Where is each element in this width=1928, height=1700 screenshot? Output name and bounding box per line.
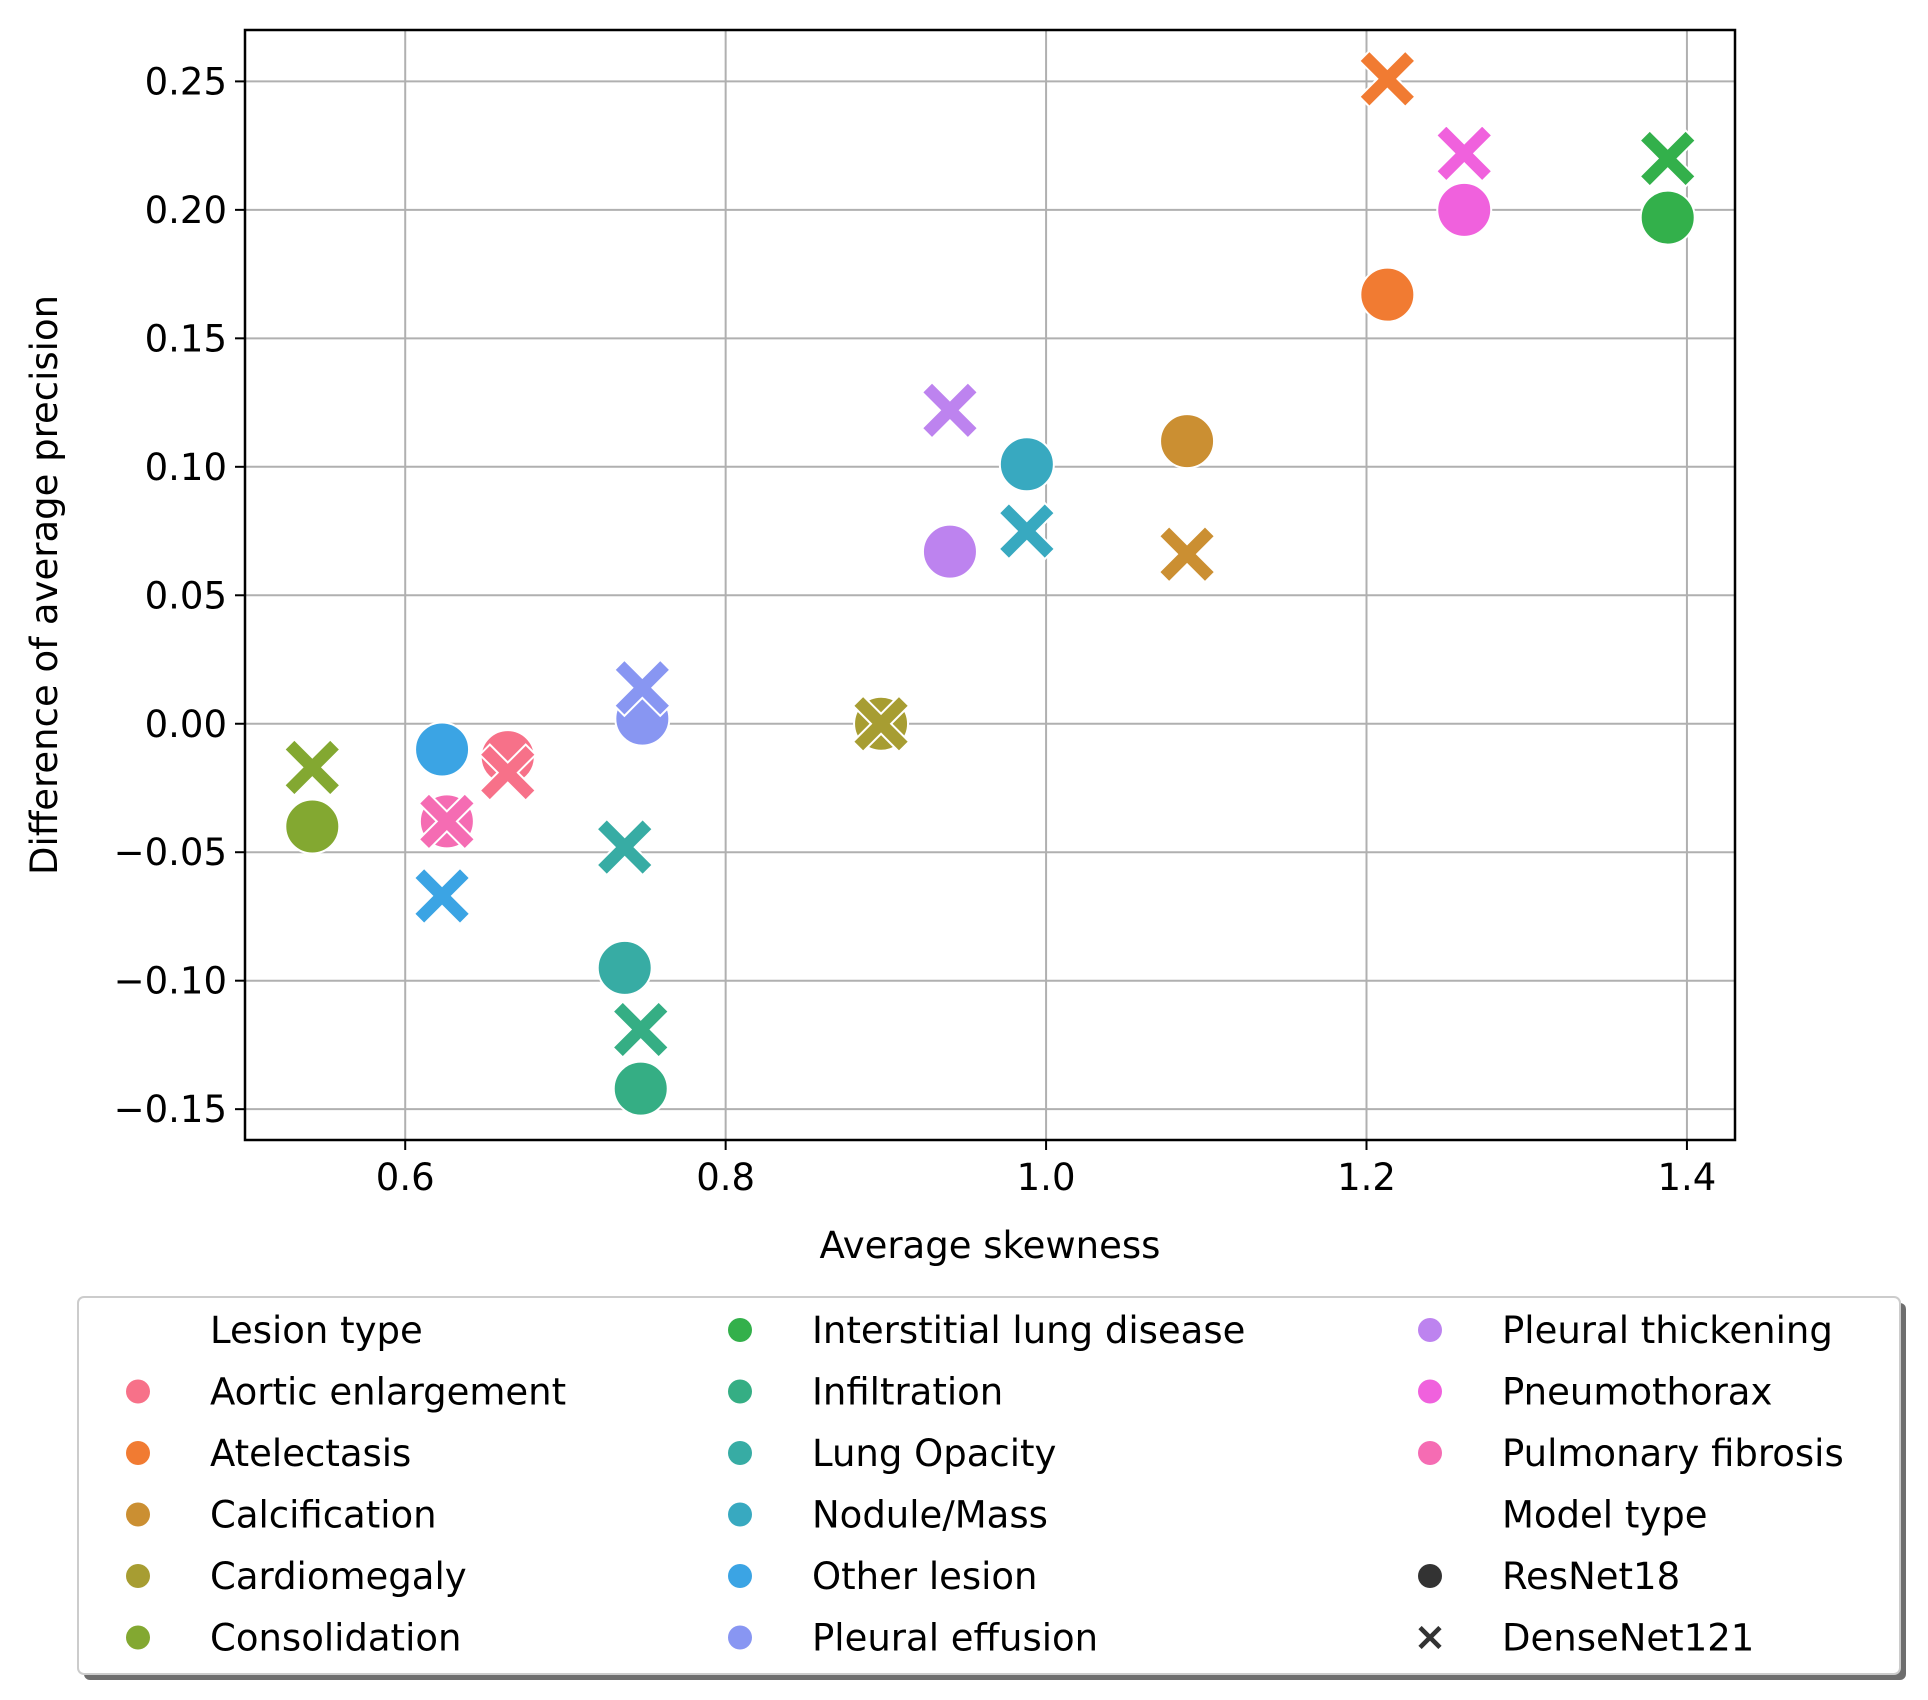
- data-point-densenet121: [1638, 129, 1698, 188]
- data-point-resnet18: [921, 523, 978, 580]
- legend-marker: [728, 1564, 752, 1588]
- y-tick-label: 0.15: [145, 317, 227, 360]
- data-point-densenet121: [1357, 49, 1417, 109]
- data-point-densenet121: [1157, 524, 1217, 584]
- legend: Lesion type Aortic enlargement Atelectasis…: [77, 1296, 1906, 1680]
- data-point-resnet18: [596, 939, 653, 996]
- y-axis-ticks: 0.25 0.20 0.15 0.10 0.05 0.00 −0.05 −0.10 −0.15: [114, 60, 245, 1131]
- legend-label: Nodule/Mass: [812, 1494, 1048, 1537]
- legend-label: Other lesion: [812, 1555, 1038, 1598]
- data-point-resnet18: [998, 436, 1055, 493]
- data-point-densenet121: [282, 738, 342, 797]
- legend-label: Pneumothorax: [1502, 1371, 1772, 1414]
- y-tick-label: 0.10: [145, 446, 227, 489]
- y-tick-label: 0.20: [145, 189, 227, 232]
- data-point-resnet18: [1639, 189, 1696, 246]
- legend-label: Calcification: [210, 1494, 437, 1537]
- legend-marker: [1418, 1318, 1442, 1342]
- data-point-densenet121: [478, 743, 538, 802]
- y-axis-label: Difference of average precision: [23, 295, 66, 875]
- legend-box: [77, 1296, 1901, 1675]
- grid-lines: [245, 30, 1735, 1140]
- legend-label: Interstitial lung disease: [812, 1309, 1245, 1352]
- legend-label: Infiltration: [812, 1371, 1003, 1414]
- legend-marker: [728, 1441, 752, 1465]
- y-tick-label: 0.00: [145, 703, 227, 746]
- data-point-densenet121: [612, 658, 672, 718]
- y-tick-label: 0.05: [145, 574, 227, 617]
- legend-label: DenseNet121: [1502, 1617, 1754, 1660]
- data-point-densenet121: [920, 380, 980, 440]
- x-axis-ticks: 0.6 0.8 1.0 1.2 1.4: [376, 1140, 1717, 1199]
- x-tick-label: 0.8: [696, 1156, 755, 1199]
- data-point-resnet18: [284, 798, 341, 855]
- data-point-densenet121: [997, 501, 1057, 561]
- x-tick-label: 1.2: [1337, 1156, 1396, 1199]
- legend-marker: [728, 1502, 752, 1527]
- legend-label: Consolidation: [210, 1617, 461, 1660]
- legend-title: Model type: [1502, 1494, 1708, 1537]
- legend-label: Pleural effusion: [812, 1617, 1098, 1660]
- y-tick-label: 0.25: [145, 60, 227, 103]
- data-point-resnet18: [1159, 413, 1216, 470]
- x-tick-label: 1.0: [1017, 1156, 1076, 1199]
- data-point-densenet121: [595, 817, 655, 877]
- data-point-densenet121: [417, 791, 477, 851]
- y-tick-label: −0.10: [114, 960, 227, 1003]
- legend-label: Aortic enlargement: [210, 1371, 566, 1414]
- data-point-resnet18: [1359, 266, 1416, 323]
- data-point-densenet121: [1434, 123, 1494, 183]
- legend-marker: [728, 1625, 752, 1650]
- data-point-densenet121: [611, 1000, 671, 1059]
- legend-title: Lesion type: [210, 1309, 423, 1352]
- data-point-densenet121: [412, 866, 472, 926]
- legend-marker: [1418, 1441, 1442, 1465]
- legend-marker: [728, 1379, 752, 1404]
- data-point-resnet18: [1436, 181, 1493, 238]
- x-tick-label: 1.4: [1658, 1156, 1717, 1199]
- data-point-resnet18: [479, 729, 536, 786]
- data-point-densenet121: [851, 694, 911, 754]
- plot-frame: [243, 28, 1737, 1142]
- legend-label: ResNet18: [1502, 1555, 1680, 1598]
- legend-marker-circle: [1418, 1564, 1442, 1588]
- legend-marker: [126, 1502, 150, 1527]
- legend-marker-x: [1415, 1623, 1445, 1652]
- legend-label: Pleural thickening: [1502, 1309, 1833, 1352]
- data-points: [282, 49, 1698, 1117]
- x-axis-label: Average skewness: [820, 1224, 1161, 1267]
- y-tick-label: −0.15: [114, 1088, 227, 1131]
- legend-label: Atelectasis: [210, 1432, 411, 1475]
- legend-marker: [126, 1441, 150, 1465]
- legend-marker: [126, 1379, 150, 1404]
- data-point-resnet18: [414, 721, 471, 778]
- x-tick-label: 0.6: [376, 1156, 435, 1199]
- legend-label: Cardiomegaly: [210, 1555, 467, 1598]
- legend-label: Lung Opacity: [812, 1432, 1056, 1475]
- legend-label: Pulmonary fibrosis: [1502, 1432, 1844, 1475]
- data-point-resnet18: [612, 1060, 669, 1117]
- legend-marker: [126, 1625, 150, 1650]
- legend-marker: [126, 1564, 150, 1588]
- legend-marker: [1418, 1379, 1442, 1404]
- y-tick-label: −0.05: [114, 831, 227, 874]
- legend-marker: [728, 1318, 752, 1342]
